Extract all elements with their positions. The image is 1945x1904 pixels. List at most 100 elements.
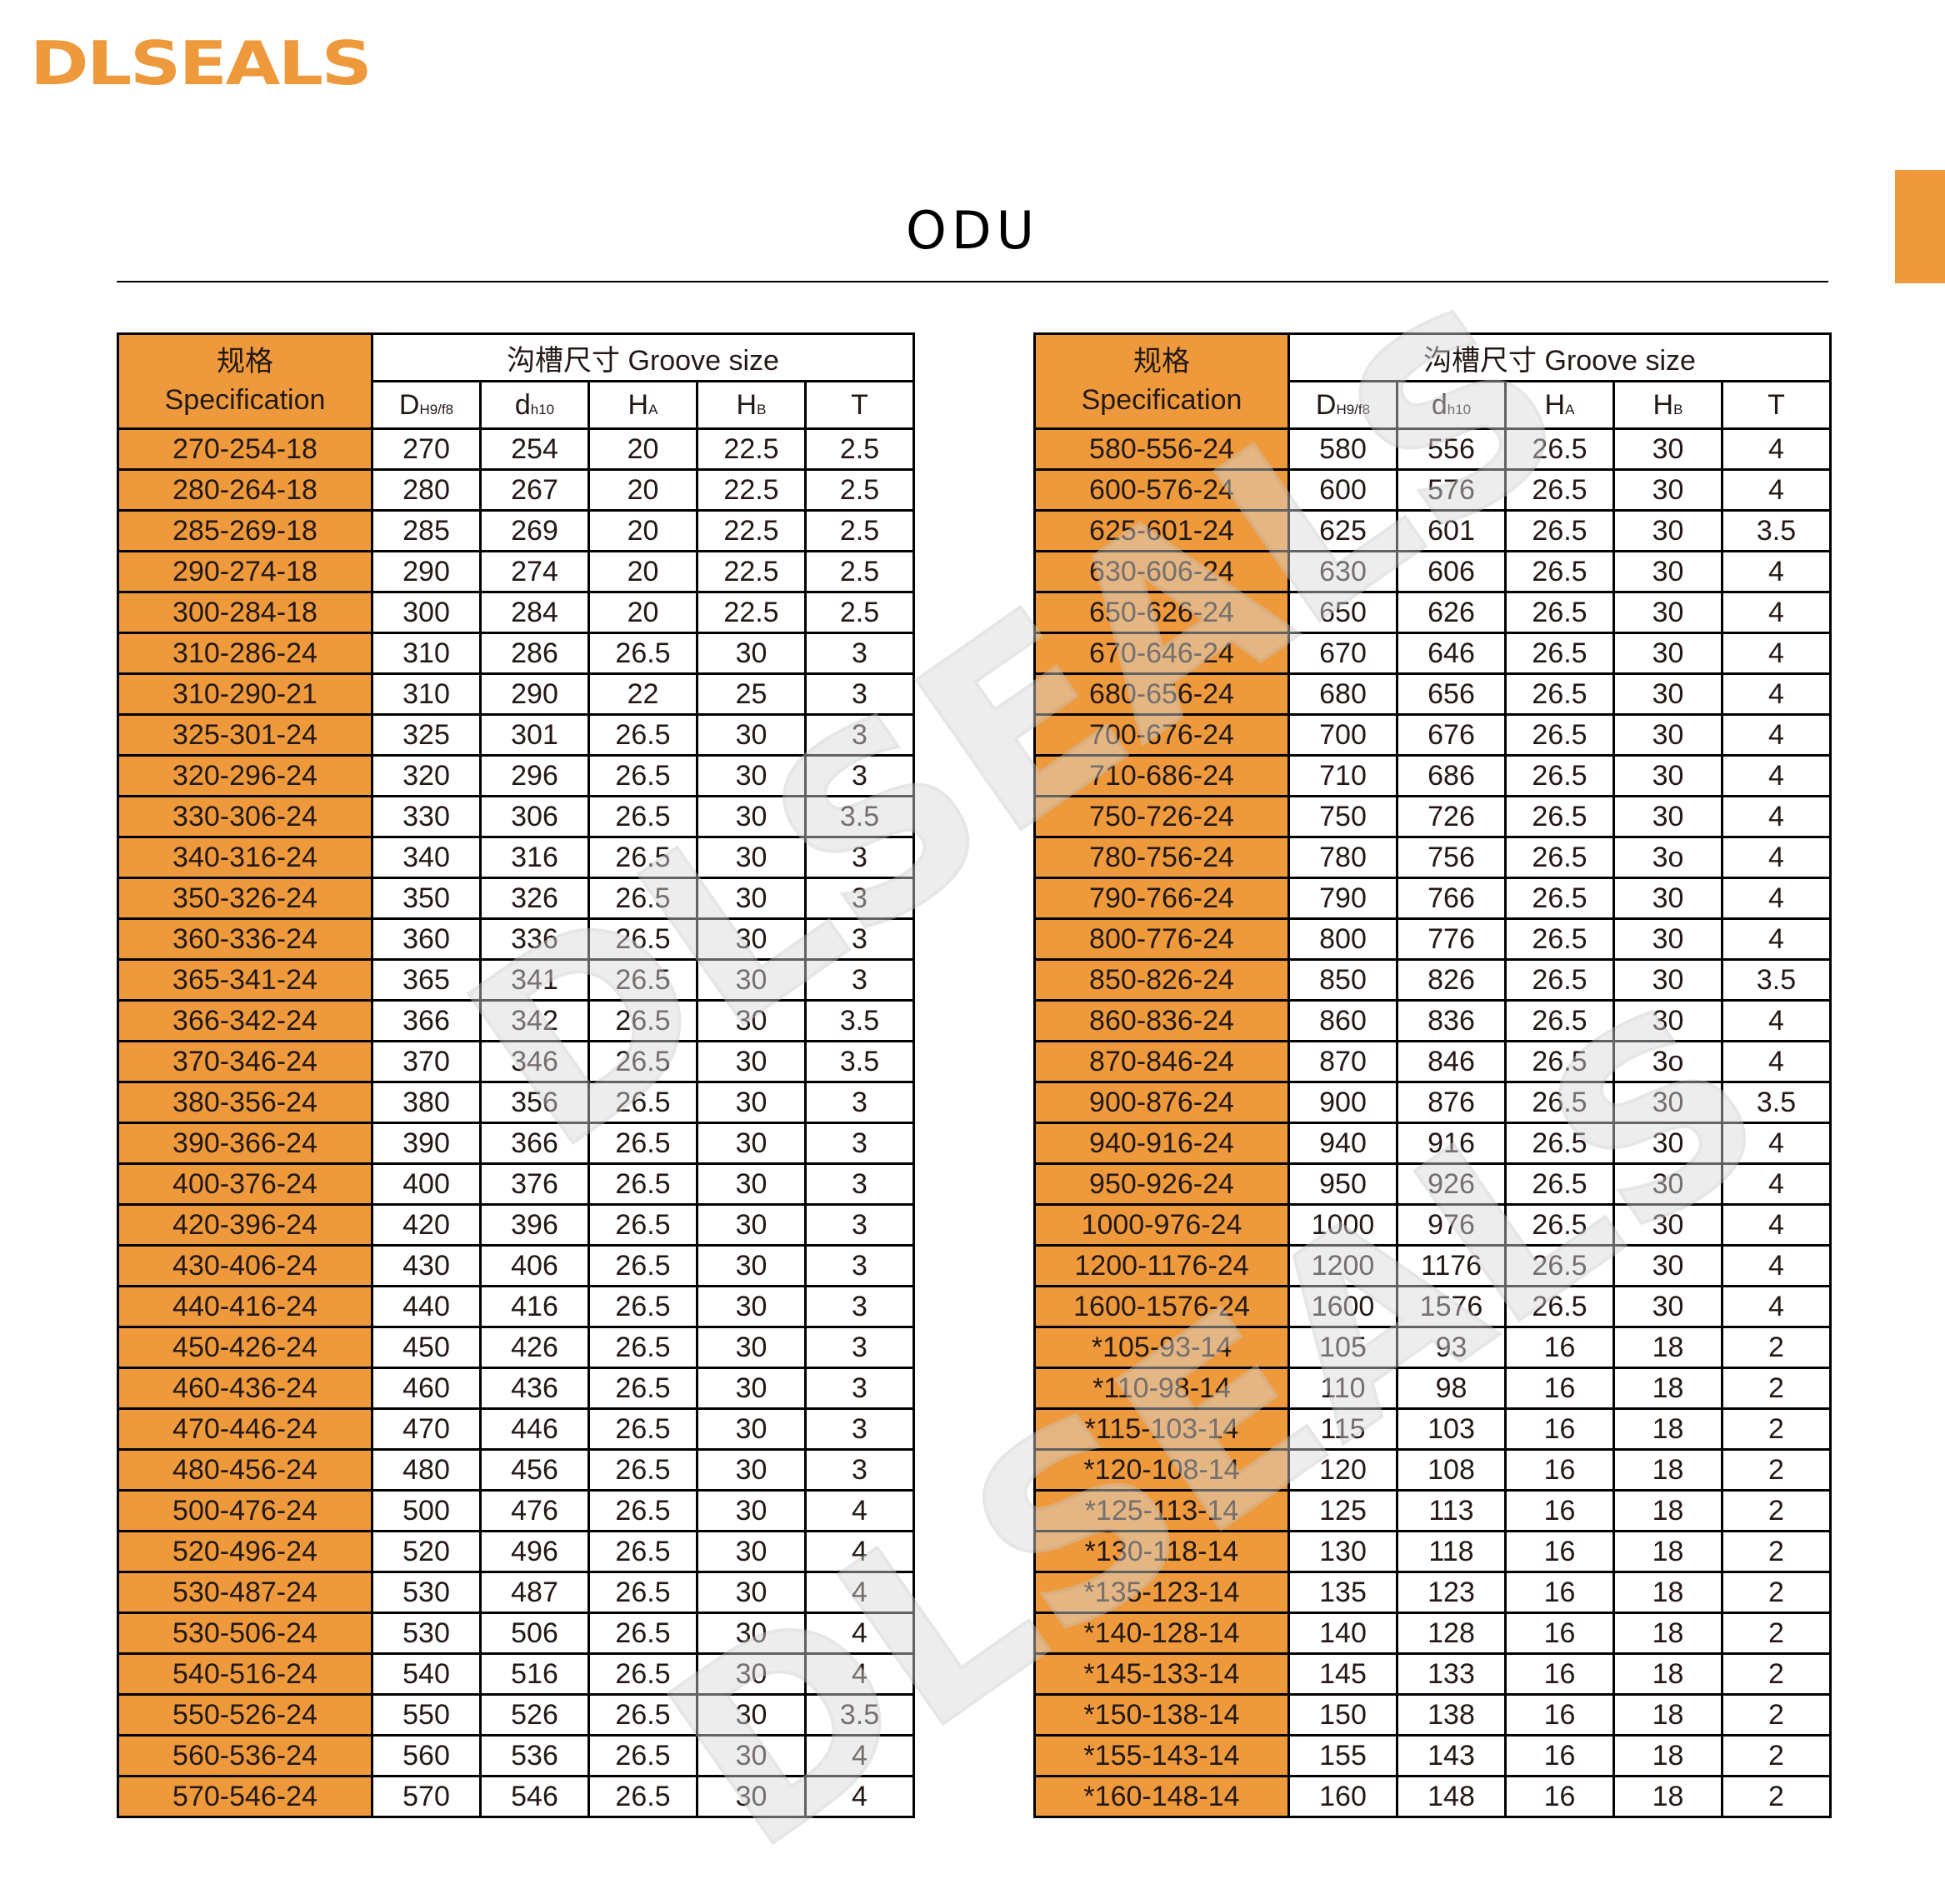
value-cell: 30 (696, 958, 807, 1002)
value-cell: 26.5 (1504, 958, 1615, 1002)
value-cell: 30 (1612, 509, 1723, 552)
spec-header-en: Specification (164, 383, 326, 416)
table-row: 530-506-24 530 506 26.5 30 4 (117, 1612, 915, 1655)
value-cell: 26.5 (588, 1203, 698, 1247)
value-cell: 26.5 (1504, 1122, 1615, 1165)
table-row: 630-606-24 630 606 26.5 30 4 (1033, 550, 1832, 593)
table-row: 370-346-24 370 346 26.5 30 3.5 (117, 1040, 915, 1083)
value-cell: 487 (479, 1571, 590, 1614)
value-cell: 3 (804, 1203, 915, 1247)
value-cell: 30 (696, 1652, 807, 1696)
value-cell: 4 (1721, 1285, 1832, 1328)
spec-cell: 580-556-24 (1033, 427, 1290, 471)
value-cell: 254 (479, 427, 590, 471)
column-header-symbol: T (1768, 388, 1785, 421)
column-header: DH9/f8 (1288, 380, 1398, 430)
value-cell: 580 (1288, 427, 1398, 471)
value-cell: 2 (1721, 1489, 1832, 1532)
spec-cell: 540-516-24 (117, 1652, 373, 1696)
value-cell: 30 (1612, 632, 1723, 675)
column-header-tolerance: H9/f8 (419, 401, 454, 417)
value-cell: 16 (1504, 1571, 1615, 1614)
value-cell: 18 (1612, 1489, 1723, 1532)
value-cell: 2.5 (804, 509, 915, 552)
value-cell: 3.5 (804, 795, 915, 838)
value-cell: 850 (1288, 958, 1398, 1002)
table-row: 790-766-24 790 766 26.5 30 4 (1033, 877, 1832, 920)
value-cell: 30 (696, 754, 807, 797)
table-row: *135-123-14 135 123 16 18 2 (1033, 1571, 1832, 1614)
value-cell: 676 (1396, 713, 1507, 757)
table-row: 270-254-18 270 254 20 22.5 2.5 (117, 427, 915, 471)
value-cell: 16 (1504, 1652, 1615, 1696)
value-cell: 826 (1396, 958, 1507, 1002)
value-cell: 4 (1721, 1203, 1832, 1247)
spec-cell: 700-676-24 (1033, 713, 1290, 757)
value-cell: 950 (1288, 1162, 1398, 1206)
value-cell: 4 (1721, 427, 1832, 471)
value-cell: 496 (479, 1530, 590, 1573)
value-cell: 846 (1396, 1040, 1507, 1083)
spec-cell: 570-546-24 (117, 1775, 373, 1818)
value-cell: 16 (1504, 1326, 1615, 1369)
value-cell: 576 (1396, 468, 1507, 512)
value-cell: 26.5 (588, 1244, 698, 1287)
value-cell: 26.5 (588, 1693, 698, 1737)
value-cell: 18 (1612, 1571, 1723, 1614)
value-cell: 1176 (1396, 1244, 1507, 1287)
value-cell: 3.5 (1721, 958, 1832, 1002)
spec-cell: 560-536-24 (117, 1734, 373, 1777)
table-row: *120-108-14 120 108 16 18 2 (1033, 1448, 1832, 1492)
value-cell: 26.5 (1504, 1040, 1615, 1083)
spec-cell: 860-836-24 (1033, 999, 1290, 1042)
value-cell: 1000 (1288, 1203, 1398, 1247)
value-cell: 26.5 (588, 632, 698, 675)
spec-cell: 530-487-24 (117, 1571, 373, 1614)
table-row: 390-366-24 390 366 26.5 30 3 (117, 1122, 915, 1165)
value-cell: 30 (1612, 958, 1723, 1002)
value-cell: 20 (588, 591, 698, 634)
value-cell: 26.5 (1504, 836, 1615, 879)
value-cell: 125 (1288, 1489, 1398, 1532)
value-cell: 26.5 (1504, 632, 1615, 675)
value-cell: 3.5 (804, 1040, 915, 1083)
value-cell: 26.5 (1504, 550, 1615, 593)
value-cell: 30 (1612, 917, 1723, 961)
value-cell: 916 (1396, 1122, 1507, 1165)
table-row: 625-601-24 625 601 26.5 30 3.5 (1033, 509, 1832, 552)
value-cell: 22 (588, 672, 698, 716)
spec-cell: 310-290-21 (117, 672, 373, 716)
value-cell: 110 (1288, 1367, 1398, 1410)
table-row: 420-396-24 420 396 26.5 30 3 (117, 1203, 915, 1247)
spec-cell: 340-316-24 (117, 836, 373, 879)
value-cell: 18 (1612, 1530, 1723, 1573)
value-cell: 625 (1288, 509, 1398, 552)
table-row: *125-113-14 125 113 16 18 2 (1033, 1489, 1832, 1532)
table-row: 450-426-24 450 426 26.5 30 3 (117, 1326, 915, 1369)
value-cell: 18 (1612, 1693, 1723, 1737)
spec-cell: 530-506-24 (117, 1612, 373, 1655)
value-cell: 4 (804, 1734, 915, 1777)
value-cell: 2 (1721, 1652, 1832, 1696)
value-cell: 606 (1396, 550, 1507, 593)
table-row: 325-301-24 325 301 26.5 30 3 (117, 713, 915, 757)
spec-cell: *160-148-14 (1033, 1775, 1290, 1818)
table-row: 310-286-24 310 286 26.5 30 3 (117, 632, 915, 675)
table-row: 870-846-24 870 846 26.5 3o 4 (1033, 1040, 1832, 1083)
value-cell: 30 (1612, 877, 1723, 920)
value-cell: 2 (1721, 1530, 1832, 1573)
column-header: dh10 (479, 380, 590, 430)
value-cell: 2 (1721, 1448, 1832, 1492)
value-cell: 26.5 (588, 1285, 698, 1328)
table-row: 800-776-24 800 776 26.5 30 4 (1033, 917, 1832, 961)
value-cell: 4 (1721, 1244, 1832, 1287)
column-header: dh10 (1396, 380, 1507, 430)
value-cell: 138 (1396, 1693, 1507, 1737)
table-row: 710-686-24 710 686 26.5 30 4 (1033, 754, 1832, 797)
value-cell: 18 (1612, 1367, 1723, 1410)
table-row: 670-646-24 670 646 26.5 30 4 (1033, 632, 1832, 675)
value-cell: 3.5 (1721, 509, 1832, 552)
value-cell: 2 (1721, 1693, 1832, 1737)
value-cell: 570 (371, 1775, 482, 1818)
value-cell: 98 (1396, 1367, 1507, 1410)
